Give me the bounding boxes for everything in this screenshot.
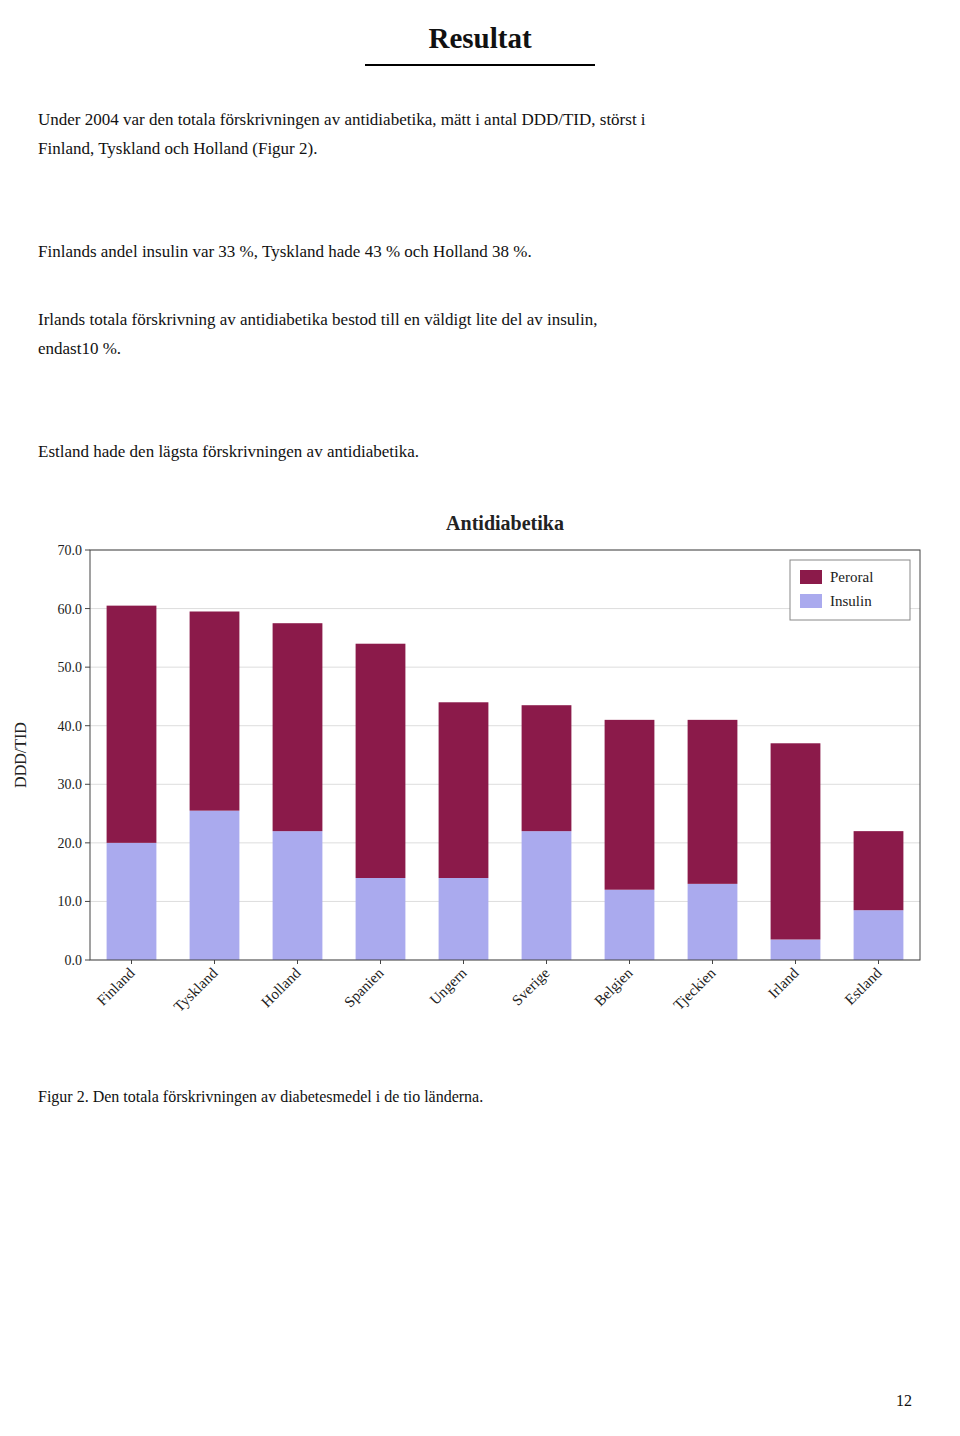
- x-tick: [380, 960, 381, 964]
- bar: [190, 811, 240, 960]
- bar: [190, 612, 240, 811]
- x-tick-label: Tyskland: [171, 964, 221, 1014]
- legend-label: Peroral: [830, 569, 873, 585]
- bar: [854, 910, 904, 960]
- chart-title: Antidiabetika: [446, 512, 564, 534]
- y-tick: [85, 550, 90, 551]
- x-tick-label: Belgien: [591, 964, 636, 1009]
- x-tick: [297, 960, 298, 964]
- bar: [439, 878, 489, 960]
- bar: [688, 720, 738, 884]
- bar: [439, 702, 489, 878]
- paragraph: Irlands totala förskrivning av antidiabe…: [38, 306, 928, 364]
- paragraph: Under 2004 var den totala förskrivningen…: [38, 106, 928, 164]
- bars: [107, 606, 904, 960]
- bar: [605, 890, 655, 960]
- y-tick-label: 60.0: [58, 602, 83, 617]
- bar: [605, 720, 655, 890]
- legend-swatch: [800, 570, 822, 584]
- x-tick-label: Irland: [765, 964, 802, 1001]
- y-tick-label: 30.0: [58, 777, 83, 792]
- x-tick-label: Spanien: [341, 964, 387, 1010]
- bar: [688, 884, 738, 960]
- x-tick: [131, 960, 132, 964]
- x-tick: [629, 960, 630, 964]
- bar: [522, 705, 572, 831]
- y-tick-label: 10.0: [58, 894, 83, 909]
- bar: [854, 831, 904, 910]
- bar: [771, 743, 821, 939]
- x-tick-label: Holland: [258, 964, 304, 1010]
- bar: [107, 843, 157, 960]
- heading: Resultat: [0, 22, 960, 55]
- x-tick-label: Estland: [841, 964, 884, 1007]
- bar: [356, 878, 406, 960]
- y-tick-label: 0.0: [65, 953, 83, 968]
- legend-swatch: [800, 594, 822, 608]
- y-tick: [85, 901, 90, 902]
- y-tick: [85, 842, 90, 843]
- legend-label: Insulin: [830, 593, 872, 609]
- page-number: 12: [896, 1392, 912, 1410]
- x-tick: [712, 960, 713, 964]
- plot-frame: [90, 550, 920, 960]
- x-tick: [214, 960, 215, 964]
- y-tick: [85, 784, 90, 785]
- y-tick: [85, 667, 90, 668]
- x-tick: [795, 960, 796, 964]
- x-tick-label: Tjeckien: [670, 964, 719, 1013]
- y-tick: [85, 608, 90, 609]
- y-tick-label: 40.0: [58, 719, 83, 734]
- x-tick-label: Ungern: [426, 964, 469, 1007]
- x-tick-label: Sverige: [509, 965, 553, 1009]
- caption: Figur 2. Den totala förskrivningen av di…: [38, 1088, 483, 1106]
- x-tick: [463, 960, 464, 964]
- bar: [107, 606, 157, 843]
- y-tick: [85, 725, 90, 726]
- bar: [771, 940, 821, 961]
- x-tick: [878, 960, 879, 964]
- y-tick-label: 20.0: [58, 836, 83, 851]
- paragraph: Finlands andel insulin var 33 %, Tysklan…: [38, 238, 928, 267]
- y-tick-label: 50.0: [58, 660, 83, 675]
- bar: [522, 831, 572, 960]
- y-tick-label: 70.0: [58, 543, 83, 558]
- bar: [273, 623, 323, 831]
- paragraph: Estland hade den lägsta förskrivningen a…: [38, 438, 928, 467]
- x-tick: [546, 960, 547, 964]
- legend: Peroral Insulin: [790, 560, 910, 620]
- chart: Antidiabetika DDD/TID 0.0 10.0 20.0 30.0 40.0 5…: [0, 500, 960, 1080]
- legend-box: [790, 560, 910, 620]
- heading-underline: [365, 64, 595, 66]
- x-tick-label: Finland: [94, 964, 138, 1008]
- y-tick: [85, 960, 90, 961]
- y-axis-label: DDD/TID: [12, 722, 29, 788]
- bar: [356, 644, 406, 878]
- bar: [273, 831, 323, 960]
